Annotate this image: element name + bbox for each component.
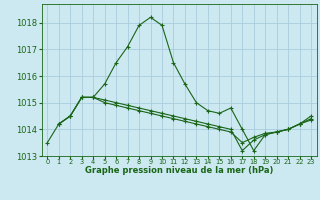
X-axis label: Graphe pression niveau de la mer (hPa): Graphe pression niveau de la mer (hPa): [85, 166, 273, 175]
